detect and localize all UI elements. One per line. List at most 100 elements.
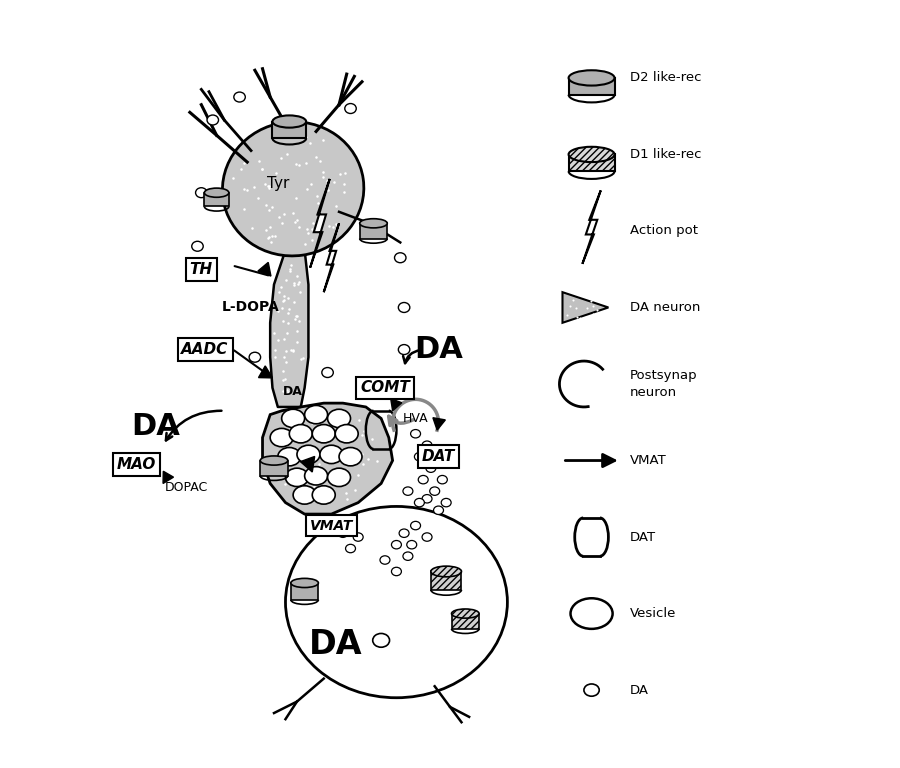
Ellipse shape: [399, 529, 410, 538]
Text: DA: DA: [414, 335, 463, 364]
Ellipse shape: [270, 429, 293, 447]
Ellipse shape: [320, 445, 343, 464]
Text: COMT: COMT: [360, 380, 410, 396]
Ellipse shape: [452, 609, 479, 618]
Bar: [273, 121, 306, 138]
Ellipse shape: [204, 188, 229, 197]
Ellipse shape: [422, 441, 432, 449]
Text: AADC: AADC: [182, 342, 229, 357]
Ellipse shape: [399, 345, 410, 355]
Ellipse shape: [429, 487, 440, 495]
Ellipse shape: [297, 445, 320, 464]
Bar: [260, 461, 288, 476]
Ellipse shape: [312, 425, 335, 443]
Ellipse shape: [414, 498, 425, 507]
Ellipse shape: [304, 406, 328, 424]
Ellipse shape: [289, 425, 312, 443]
Ellipse shape: [569, 147, 615, 162]
Ellipse shape: [291, 578, 319, 588]
Ellipse shape: [437, 475, 447, 484]
Ellipse shape: [403, 487, 413, 495]
Ellipse shape: [222, 122, 364, 256]
Polygon shape: [391, 399, 401, 411]
Ellipse shape: [304, 467, 328, 485]
Ellipse shape: [431, 566, 462, 577]
Polygon shape: [433, 418, 446, 430]
Ellipse shape: [407, 541, 417, 549]
Polygon shape: [301, 456, 315, 472]
Text: VMAT: VMAT: [630, 454, 667, 467]
Text: D1 like-rec: D1 like-rec: [630, 148, 701, 161]
Ellipse shape: [434, 452, 444, 461]
Ellipse shape: [414, 452, 425, 461]
Ellipse shape: [345, 104, 356, 114]
Ellipse shape: [293, 486, 316, 504]
Ellipse shape: [273, 115, 306, 127]
Text: DA: DA: [630, 684, 649, 697]
Ellipse shape: [403, 552, 413, 561]
Text: Vesicle: Vesicle: [630, 607, 676, 620]
Ellipse shape: [399, 303, 410, 313]
Ellipse shape: [418, 475, 428, 484]
Ellipse shape: [392, 541, 401, 549]
Ellipse shape: [278, 448, 301, 466]
Ellipse shape: [346, 545, 356, 553]
Polygon shape: [582, 190, 600, 264]
Ellipse shape: [322, 368, 333, 378]
Ellipse shape: [285, 468, 309, 487]
Text: MAO: MAO: [117, 457, 156, 472]
Ellipse shape: [422, 495, 432, 503]
Text: DA neuron: DA neuron: [630, 301, 700, 314]
Ellipse shape: [422, 533, 432, 541]
Ellipse shape: [373, 634, 390, 647]
Text: Action pot: Action pot: [630, 224, 698, 237]
Polygon shape: [163, 472, 174, 484]
Bar: [291, 583, 319, 600]
Ellipse shape: [312, 486, 335, 504]
Polygon shape: [310, 179, 329, 268]
Ellipse shape: [207, 115, 219, 125]
Text: DOPAC: DOPAC: [165, 481, 208, 494]
Ellipse shape: [195, 187, 207, 197]
Ellipse shape: [410, 521, 420, 530]
Bar: [569, 78, 615, 94]
Ellipse shape: [328, 409, 350, 428]
Text: Tyr: Tyr: [266, 176, 289, 191]
Ellipse shape: [260, 456, 288, 465]
Polygon shape: [562, 292, 608, 323]
Ellipse shape: [380, 556, 390, 564]
Polygon shape: [263, 403, 392, 514]
Bar: [360, 223, 387, 239]
Ellipse shape: [372, 379, 383, 389]
Polygon shape: [324, 223, 339, 292]
Text: Postsynap
neuron: Postsynap neuron: [630, 369, 698, 399]
Text: TH: TH: [190, 262, 213, 276]
Ellipse shape: [338, 529, 347, 538]
Ellipse shape: [249, 353, 261, 362]
Bar: [431, 571, 462, 590]
Bar: [569, 154, 615, 171]
Ellipse shape: [234, 92, 246, 102]
Text: VMAT: VMAT: [310, 518, 353, 532]
Polygon shape: [270, 250, 309, 407]
Ellipse shape: [441, 498, 451, 507]
Text: L-DOPA: L-DOPA: [222, 300, 280, 314]
Polygon shape: [258, 263, 271, 276]
Text: HVA: HVA: [403, 412, 428, 425]
Ellipse shape: [392, 568, 401, 576]
Ellipse shape: [426, 464, 436, 472]
Ellipse shape: [571, 598, 613, 629]
Bar: [204, 193, 229, 207]
Ellipse shape: [339, 448, 362, 466]
Text: DA: DA: [309, 627, 362, 660]
Ellipse shape: [285, 506, 508, 698]
Ellipse shape: [282, 409, 304, 428]
Ellipse shape: [584, 684, 599, 697]
Ellipse shape: [360, 219, 387, 228]
Text: DAT: DAT: [630, 531, 656, 544]
Ellipse shape: [328, 468, 350, 487]
Ellipse shape: [353, 533, 363, 541]
Ellipse shape: [394, 253, 406, 263]
Text: DA: DA: [131, 412, 180, 441]
Polygon shape: [258, 366, 273, 378]
